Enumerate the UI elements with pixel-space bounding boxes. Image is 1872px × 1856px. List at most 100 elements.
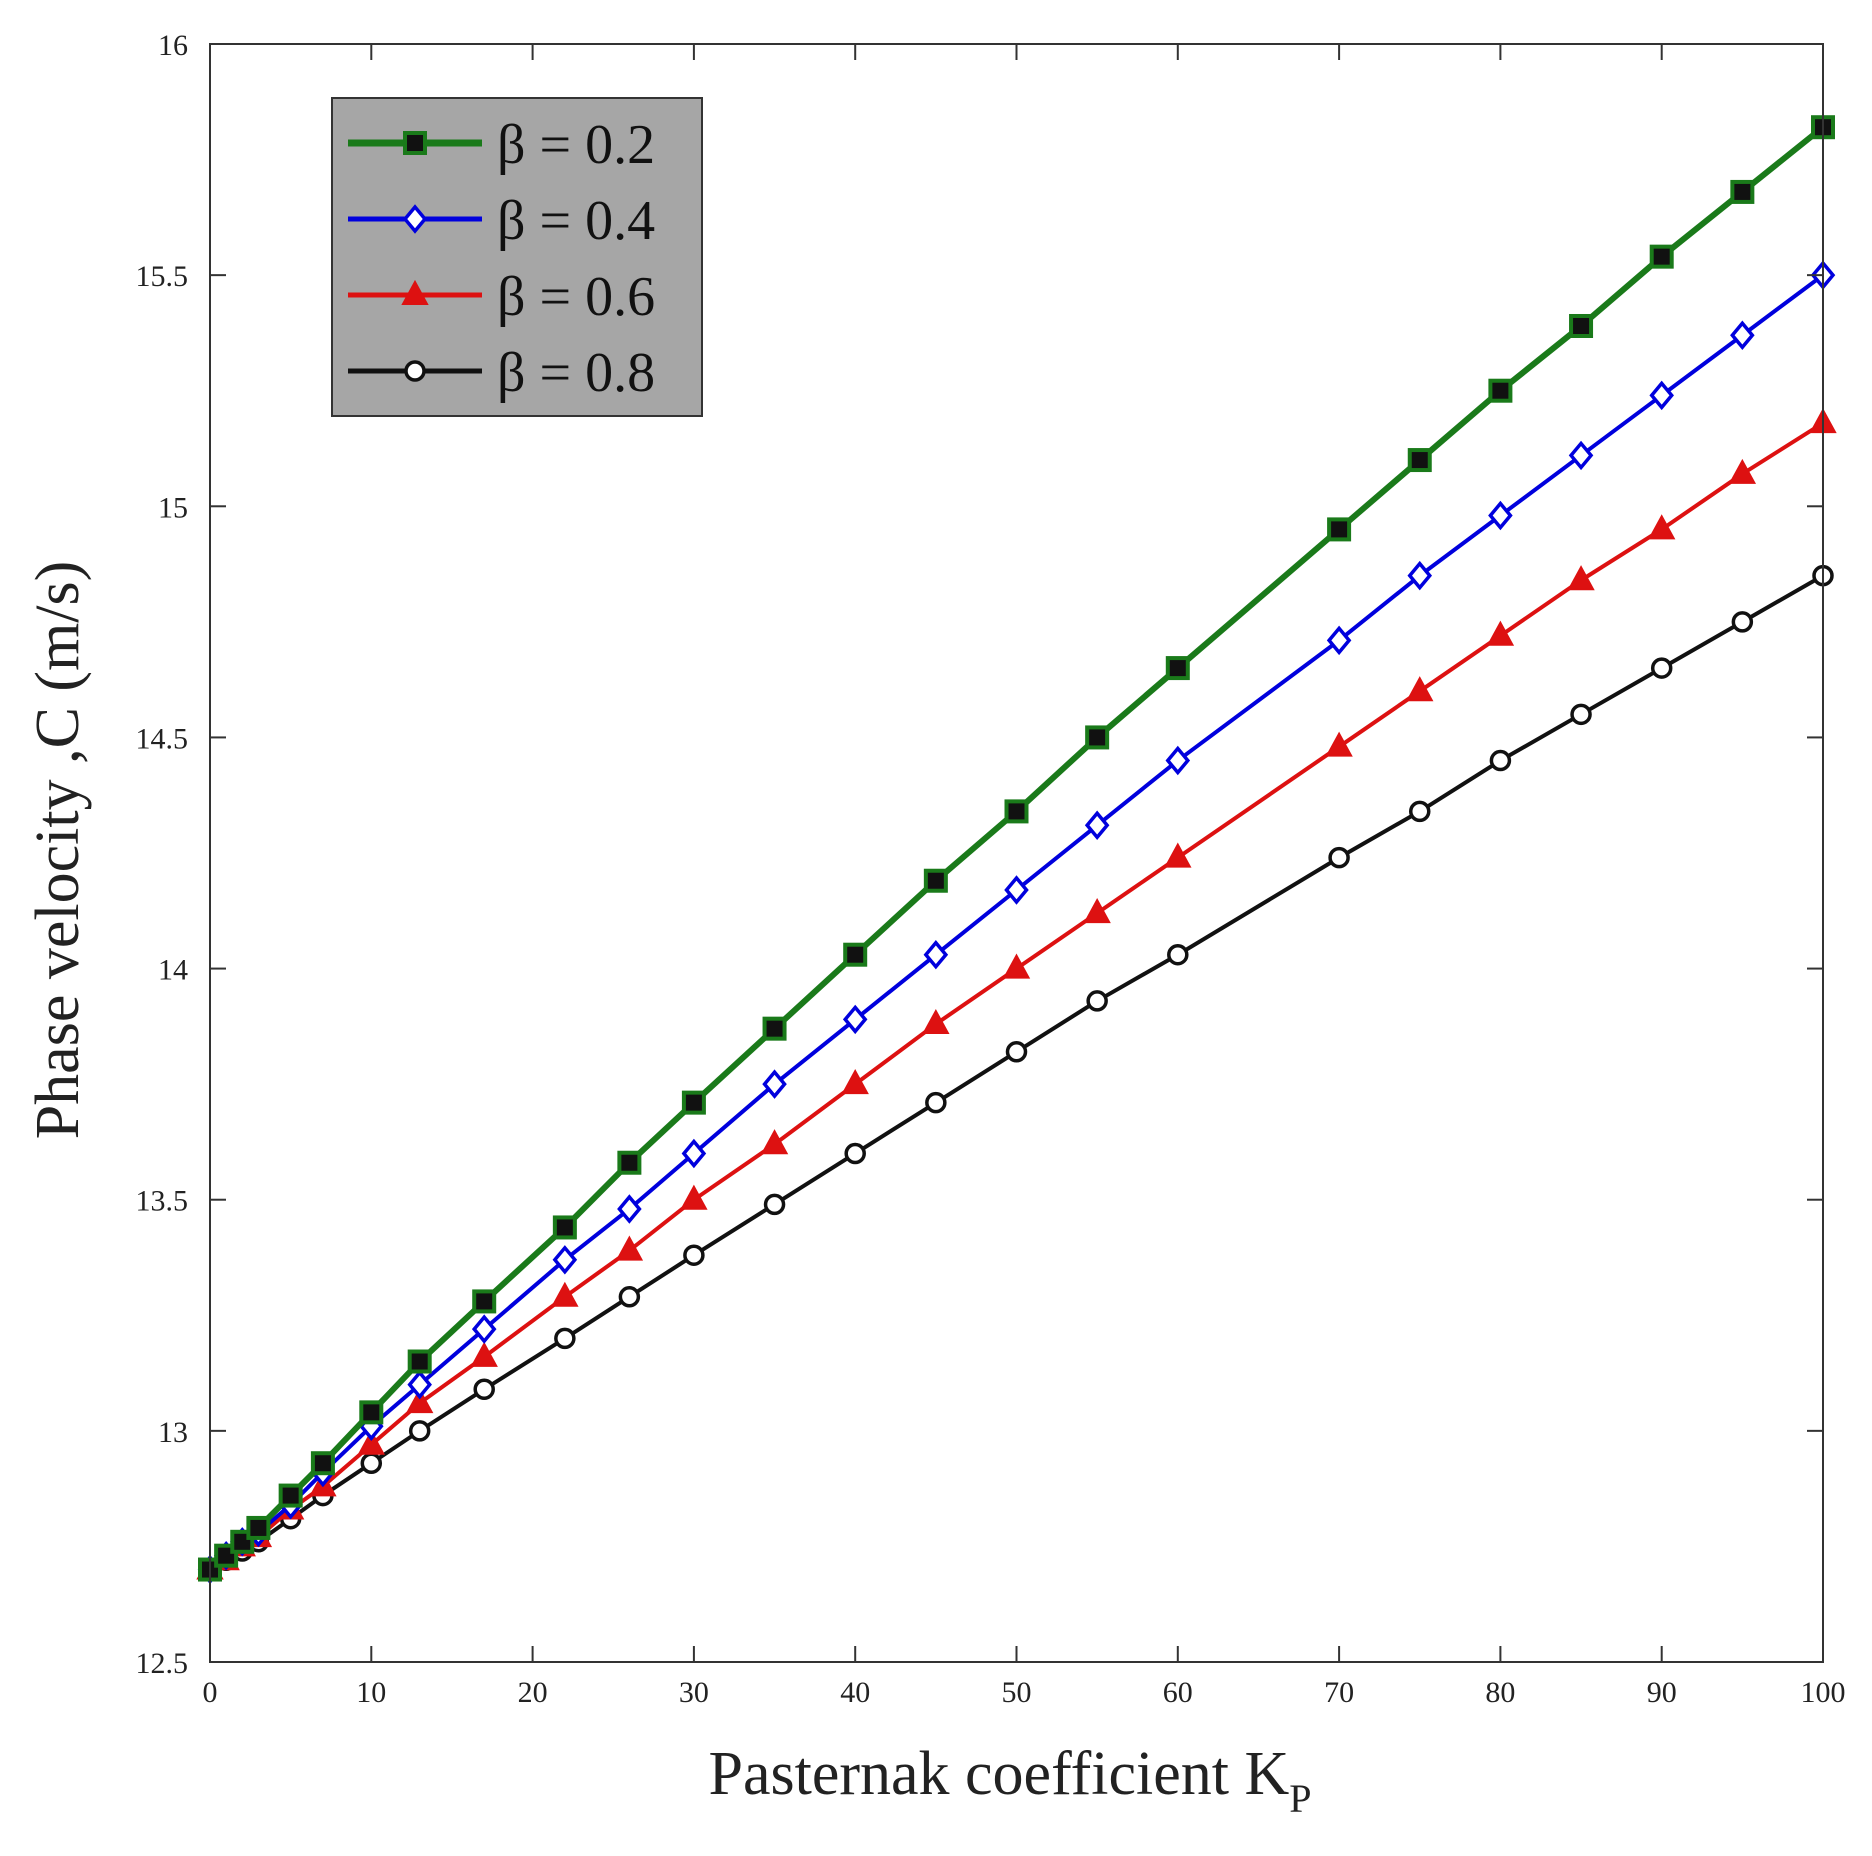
series-1-point xyxy=(843,942,868,967)
series-3-point xyxy=(680,1184,708,1210)
series-4-point xyxy=(925,1091,947,1114)
series-3-point xyxy=(615,1235,644,1261)
x-tick-label: 50 xyxy=(1002,1676,1032,1709)
series-1-point xyxy=(246,1515,271,1540)
series-4-point xyxy=(844,1142,866,1165)
legend-label: β = 0.6 xyxy=(497,266,655,328)
series-1-point xyxy=(1569,313,1594,338)
series-2-point xyxy=(1730,320,1755,350)
axes: 0 10 20 30 40 50 60 70 80 90 100 12.5 13 13.5 14 14.5 15… xyxy=(136,29,1846,1709)
legend-label: β = 0.2 xyxy=(497,114,655,176)
x-tick-label: 10 xyxy=(356,1676,386,1709)
series-1-point xyxy=(407,1349,432,1374)
legend-marker xyxy=(403,131,427,155)
series-4-point xyxy=(1570,703,1592,726)
series-4-point xyxy=(618,1286,641,1308)
x-axis-title: Pasternak coefficient KP xyxy=(709,1740,1312,1821)
y-tick-label: 13 xyxy=(158,1416,188,1449)
series-1-point xyxy=(1649,244,1674,269)
series-4-point xyxy=(1167,943,1189,966)
series-1-point xyxy=(1407,448,1432,473)
series-1-point xyxy=(1730,179,1755,204)
series-2-point xyxy=(471,1314,497,1344)
legend-marker xyxy=(402,204,428,234)
series-4-point xyxy=(1650,657,1673,679)
series-3-point xyxy=(1083,898,1111,924)
series-3-point xyxy=(1164,842,1192,868)
series-3-point xyxy=(922,1008,950,1035)
legend-marker xyxy=(404,360,426,382)
legend-item-2: β = 0.4 xyxy=(348,190,655,252)
series-2-point xyxy=(1649,380,1674,411)
series-1-point xyxy=(552,1215,577,1240)
series-3-point xyxy=(470,1341,498,1367)
x-tick-label: 20 xyxy=(518,1676,548,1709)
legend-item-1: β = 0.2 xyxy=(348,114,655,176)
series-2-point xyxy=(407,1369,432,1400)
series-4-point xyxy=(1005,1041,1028,1063)
series-2-point xyxy=(1084,810,1110,840)
series-3-point xyxy=(1486,620,1515,646)
legend-box xyxy=(331,97,703,417)
series-1-point xyxy=(1004,799,1029,824)
series-3-point xyxy=(1648,514,1676,540)
series-4-point xyxy=(408,1420,431,1442)
series-2-point xyxy=(1568,440,1594,471)
series-2-point xyxy=(552,1245,578,1275)
series-2-point xyxy=(1004,875,1029,905)
y-tick-label: 14 xyxy=(158,954,188,987)
x-tick-label: 100 xyxy=(1801,1676,1846,1709)
series-3-point xyxy=(406,1388,434,1414)
series-1-point xyxy=(359,1400,384,1425)
series-2-point xyxy=(1407,560,1433,591)
series-1-point xyxy=(1165,656,1190,681)
y-axis-label: Phase velocity ,C (m/s) xyxy=(24,561,92,1140)
series-3-point xyxy=(551,1281,579,1307)
series-2-point xyxy=(1326,625,1352,656)
legend-marker xyxy=(401,279,429,305)
series-3-point xyxy=(1406,676,1434,702)
series-1-point xyxy=(310,1451,335,1476)
x-tick-label: 0 xyxy=(203,1676,218,1709)
y-tick-label: 16 xyxy=(158,29,188,62)
x-axis-label-subscript: P xyxy=(1289,1776,1311,1821)
x-tick-label: 40 xyxy=(840,1676,870,1709)
x-tick-label: 60 xyxy=(1163,1676,1193,1709)
x-tick-label: 80 xyxy=(1485,1676,1515,1709)
series-4-point xyxy=(473,1378,495,1401)
series-4-point xyxy=(1086,990,1108,1012)
series-1-point xyxy=(278,1483,303,1508)
series-4-point xyxy=(1328,846,1350,869)
legend-label: β = 0.4 xyxy=(497,190,655,252)
series-3-point xyxy=(1567,565,1595,591)
series-4-point xyxy=(683,1244,705,1266)
series-1-point xyxy=(1488,378,1513,403)
series-4-point xyxy=(1409,800,1431,823)
legend-item-3: β = 0.6 xyxy=(348,266,655,328)
legend: β = 0.2 β = 0.4 β = 0.6 β = 0.8 xyxy=(331,97,703,417)
series-3-point xyxy=(760,1129,789,1155)
series-1 xyxy=(198,115,1835,1582)
x-tick-label: 30 xyxy=(679,1676,709,1709)
series-1-point xyxy=(1085,725,1110,750)
series-1-point xyxy=(923,868,948,893)
series-4-point xyxy=(360,1452,383,1474)
series-2-point xyxy=(842,1004,868,1035)
x-tick-label: 90 xyxy=(1647,1676,1677,1709)
series-3-point xyxy=(357,1429,385,1455)
series-4-point xyxy=(554,1327,576,1350)
y-tick-label: 12.5 xyxy=(136,1647,189,1680)
series-1-point xyxy=(681,1090,706,1115)
series-3-point xyxy=(1728,458,1757,484)
x-axis-label: Pasternak coefficient K xyxy=(709,1740,1290,1808)
legend-label: β = 0.8 xyxy=(497,342,655,404)
y-tick-label: 14.5 xyxy=(136,722,189,755)
series-1-point xyxy=(762,1016,787,1041)
series-2-point xyxy=(617,1194,642,1224)
legend-item-4: β = 0.8 xyxy=(348,342,655,404)
series-4-point xyxy=(763,1193,786,1216)
series-2-point xyxy=(681,1138,707,1169)
y-tick-label: 13.5 xyxy=(136,1185,189,1218)
series-layer xyxy=(196,115,1837,1585)
